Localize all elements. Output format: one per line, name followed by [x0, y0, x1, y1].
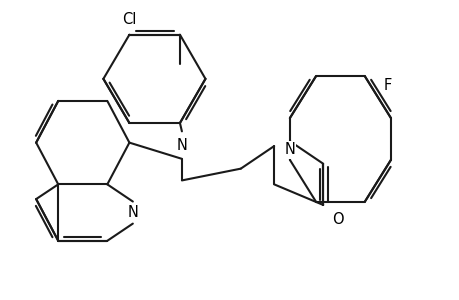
- Text: Cl: Cl: [122, 13, 136, 28]
- Text: N: N: [176, 138, 187, 153]
- Text: N: N: [127, 205, 138, 220]
- Text: F: F: [383, 78, 391, 93]
- Text: N: N: [284, 142, 295, 158]
- Text: O: O: [331, 212, 343, 227]
